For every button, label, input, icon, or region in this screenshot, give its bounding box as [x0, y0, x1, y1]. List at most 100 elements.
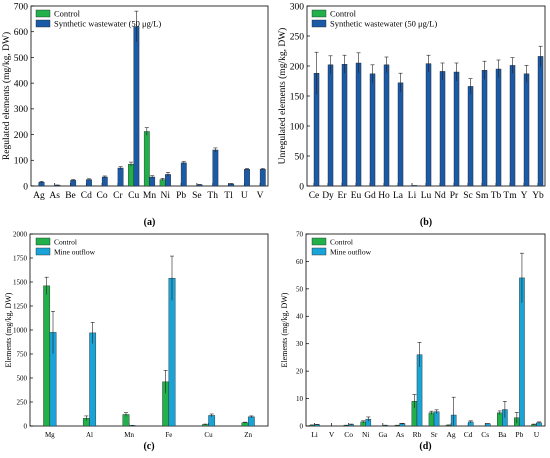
legend-label: Synthetic wastewater (50 μg/L) [54, 19, 161, 29]
bar-control-mn [143, 131, 150, 187]
y-tick-label: 0 [24, 422, 28, 430]
y-tick-label: 1250 [13, 302, 28, 310]
x-tick-label: V [257, 191, 264, 201]
bar-synthetic-mn [149, 176, 156, 187]
x-tick-label: Mn [124, 431, 134, 439]
y-tick-label: 250 [17, 398, 28, 406]
y-tick-label: 400 [14, 79, 29, 89]
x-tick-label: Er [338, 191, 348, 201]
bar-synthetic-dy [327, 64, 334, 187]
x-tick-label: Y [521, 191, 528, 201]
x-tick-label: Fe [165, 431, 172, 439]
x-tick-label: Ag [447, 430, 456, 439]
legend-swatch [311, 237, 327, 246]
bar-mine-cu [208, 415, 216, 427]
bar-synthetic-lu [425, 63, 432, 187]
x-tick-label: Sm [476, 191, 489, 201]
x-tick-label: Ga [378, 430, 387, 439]
y-tick-label: 300 [14, 105, 29, 115]
y-tick-label: 0 [300, 422, 304, 430]
x-tick-label: Tb [491, 191, 502, 201]
bar-synthetic-yb [537, 56, 544, 187]
bar-synthetic-cu [133, 26, 140, 187]
x-tick-label: V [329, 430, 335, 439]
plot-frame [305, 233, 546, 427]
chart-panel-a: 0 100 200 300 400 500 600 700 Regulated elements… [1, 2, 269, 228]
y-tick-label: 200 [14, 131, 29, 141]
x-tick-label: Al [86, 431, 93, 439]
bar-synthetic-th [212, 149, 219, 187]
x-tick-label: As [49, 191, 60, 201]
y-tick-label: 300 [290, 2, 305, 12]
x-tick-label: Pr [450, 191, 459, 201]
bar-mine-cs [485, 423, 491, 427]
legend-swatch [35, 237, 51, 246]
x-tick-label: Cd [464, 430, 473, 439]
x-tick-label: Tl [224, 191, 233, 201]
bar-synthetic-tm [509, 65, 516, 187]
x-tick-label: Nd [434, 191, 446, 201]
x-tick-label: Ni [161, 191, 171, 201]
x-tick-label: Ho [378, 191, 390, 201]
bar-synthetic-ho [383, 64, 390, 187]
x-tick-label: Rb [413, 430, 422, 439]
x-tick-label: Mn [143, 191, 156, 201]
bar-synthetic-la [397, 82, 404, 187]
bar-control-sr [428, 412, 435, 427]
bar-synthetic-be [70, 180, 77, 187]
chart-panel-c: 0 250 500 750 1000 1250 1500 1750 2000 Elements (… [4, 230, 269, 452]
legend-swatch [311, 9, 327, 18]
bar-synthetic-er [341, 63, 348, 187]
y-tick-label: 200 [290, 62, 305, 72]
legend-swatch [35, 19, 51, 28]
x-tick-label: Ce [309, 191, 320, 201]
x-tick-label: Dy [322, 191, 334, 201]
panel-label: (c) [143, 441, 154, 452]
bar-control-cu [128, 163, 134, 187]
y-tick-label: 750 [17, 350, 28, 358]
bar-synthetic-pb [180, 162, 187, 187]
y-axis-label: Regulated elements (mg/kg, DW) [1, 32, 12, 160]
bar-control-mg [43, 285, 51, 427]
y-axis-label: Unregulated elements (mg/kg, DW) [277, 28, 288, 165]
y-axis-label: Elements (mg/kg, DW) [280, 292, 289, 367]
x-tick-label: Be [65, 191, 76, 201]
y-axis-label: Elements (mg/kg, DW) [4, 292, 13, 367]
bar-synthetic-co [101, 176, 108, 187]
bar-synthetic-cd [86, 179, 92, 187]
y-tick-label: 500 [14, 54, 29, 64]
x-tick-label: Li [311, 430, 318, 439]
x-tick-label: Se [192, 191, 202, 201]
x-tick-label: Th [207, 191, 218, 201]
legend-label: Synthetic wastewater (50 μg/L) [330, 19, 437, 29]
chart-panel-b: 0 50 100 150 200 250 300 Unregulated elements (… [277, 2, 546, 228]
legend-swatch [35, 247, 51, 256]
legend-label: Mine outflow [54, 248, 96, 257]
legend-swatch [35, 9, 51, 18]
x-tick-label: Cr [113, 191, 123, 201]
x-tick-label: La [393, 191, 404, 201]
bar-synthetic-cr [117, 167, 124, 187]
x-tick-label: Ni [362, 430, 370, 439]
legend-label: Control [54, 9, 81, 19]
x-tick-label: Lu [421, 191, 432, 201]
y-tick-label: 40 [296, 313, 304, 321]
y-tick-label: 60 [296, 258, 304, 266]
y-tick-label: 2000 [13, 230, 28, 238]
bar-mine-al [89, 332, 97, 427]
bar-synthetic-nd [439, 71, 446, 187]
y-tick-label: 700 [14, 2, 29, 12]
x-tick-label: Sr [431, 430, 438, 439]
x-tick-label: Pb [176, 191, 186, 201]
x-tick-label: Li [408, 191, 417, 201]
y-tick-label: 1000 [13, 326, 28, 334]
x-tick-label: Ba [498, 430, 507, 439]
plot-frame [29, 233, 269, 427]
x-tick-label: Sc [463, 191, 473, 201]
bar-control-ba [497, 412, 503, 427]
y-tick-label: 150 [290, 92, 305, 102]
bar-synthetic-v [259, 169, 266, 187]
bar-synthetic-sm [481, 69, 488, 187]
y-tick-label: 20 [296, 368, 304, 376]
y-tick-label: 70 [296, 230, 304, 238]
